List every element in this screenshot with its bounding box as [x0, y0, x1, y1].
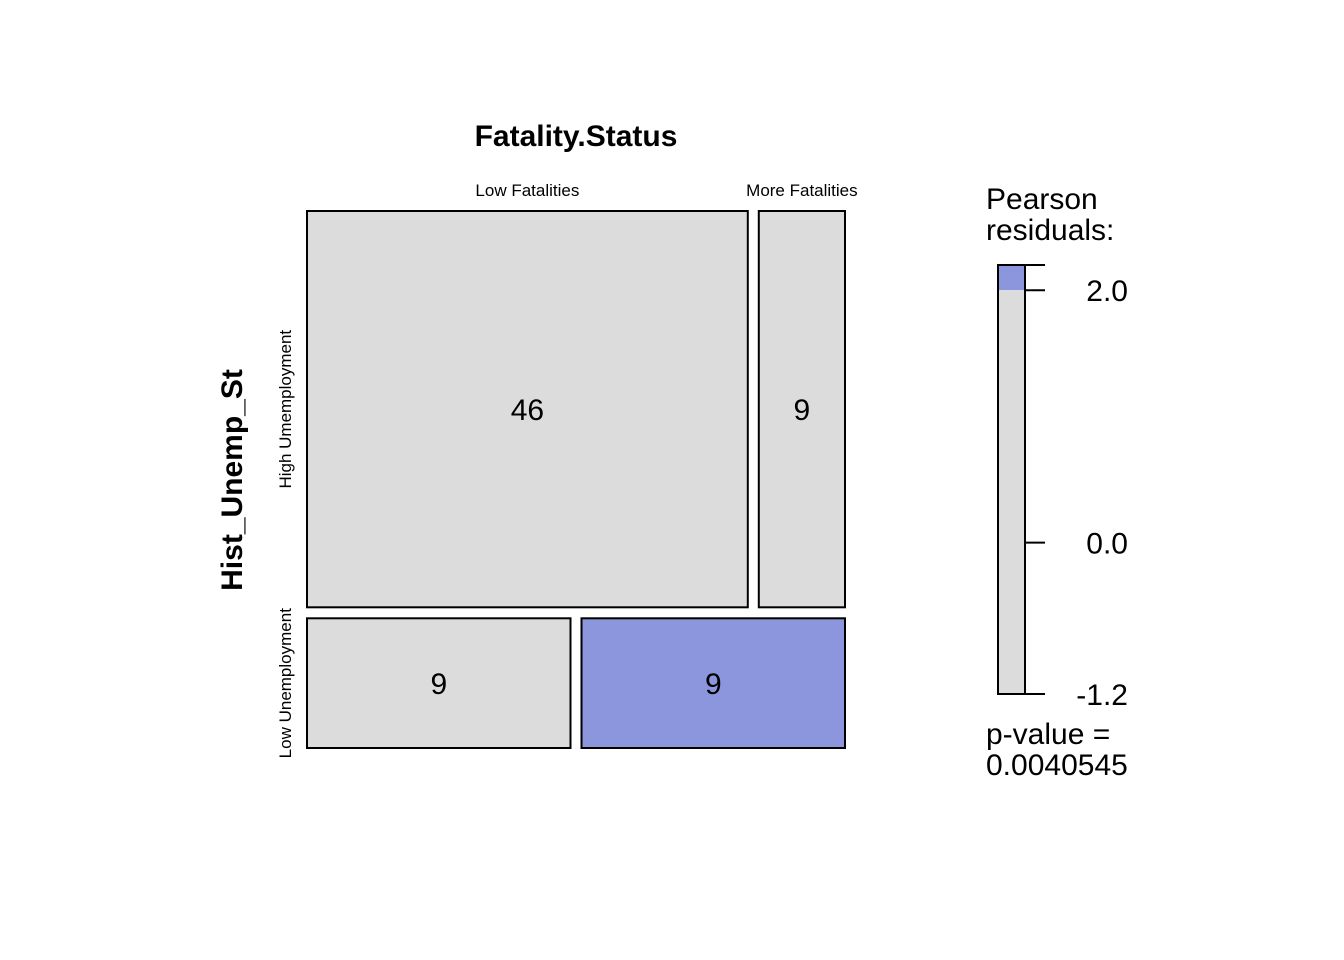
tile-count-low-unemployment-low-fatalities: 9: [430, 668, 447, 701]
legend-tick-label-2-0: 2.0: [1086, 275, 1128, 308]
legend-title-line2: residuals:: [986, 214, 1114, 247]
mosaic-tile-low-unemployment-more-fatalities: [580, 617, 846, 749]
legend-ticks: 2.0 0.0 -1.2: [1025, 264, 1128, 712]
mosaic-tile-high-umemployment-low-fatalities: [306, 210, 749, 609]
column-label-more-fatalities: More Fatalities: [746, 181, 857, 200]
mosaic-cells: 46 9 9 9: [306, 210, 846, 749]
residual-legend: Pearson residuals: 2.00.0-1.2 p-value = …: [986, 183, 1128, 782]
mosaic-tile-high-umemployment-more-fatalities: [757, 210, 846, 609]
legend-tick-label-1-2: -1.2: [1076, 679, 1128, 712]
mosaic-tile-low-unemployment-low-fatalities: [306, 617, 572, 749]
column-variable-title: Fatality.Status: [475, 120, 678, 153]
row-variable-title: Hist_Unemp_St: [216, 369, 249, 591]
row-label-high-umemployment: High Umemployment: [276, 330, 295, 489]
legend-tick-label-0-0: 0.0: [1086, 528, 1128, 561]
p-value-label: p-value =: [986, 718, 1110, 751]
tile-count-high-umemployment-low-fatalities: 46: [511, 394, 544, 427]
legend-positive-band: [998, 265, 1025, 291]
legend-color-bar: [997, 264, 1026, 695]
row-label-low-unemployment: Low Unemployment: [276, 608, 295, 759]
legend-bar-outline: [997, 264, 1026, 695]
p-value: 0.0040545: [986, 749, 1128, 782]
row-labels: High Umemployment Low Unemployment: [276, 330, 295, 759]
legend-title-line1: Pearson: [986, 183, 1098, 216]
column-labels: Low Fatalities More Fatalities: [475, 181, 857, 200]
column-label-low-fatalities: Low Fatalities: [475, 181, 579, 200]
tile-count-high-umemployment-more-fatalities: 9: [794, 394, 811, 427]
legend-neutral-band: [998, 290, 1025, 694]
tile-count-low-unemployment-more-fatalities: 9: [705, 668, 722, 701]
